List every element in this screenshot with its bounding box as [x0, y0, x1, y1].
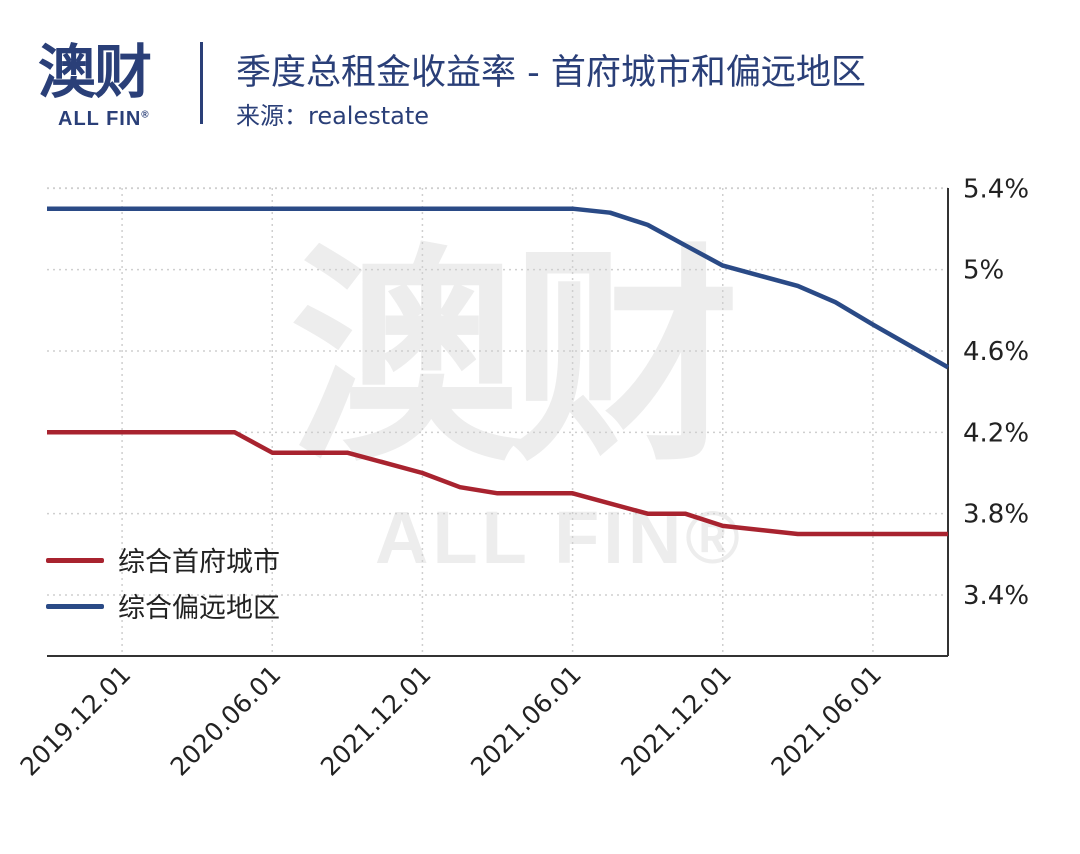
x-tick-label: 2021.06.01 — [765, 660, 887, 782]
legend-item-capital: 综合首府城市 — [46, 540, 346, 586]
legend-swatch-regional — [46, 604, 104, 609]
legend-item-regional: 综合偏远地区 — [46, 586, 346, 632]
legend: 综合首府城市 综合偏远地区 — [46, 540, 346, 632]
x-tick-label: 2020.06.01 — [165, 660, 287, 782]
header-divider — [200, 42, 203, 124]
y-tick-label: 5.4% — [963, 174, 1029, 204]
x-axis-ticks: 2019.12.01 2020.06.01 2021.12.01 2021.06.01… — [15, 660, 888, 782]
y-tick-label: 4.2% — [963, 418, 1029, 448]
series-lines — [47, 206, 950, 537]
x-tick-label: 2021.06.01 — [465, 660, 587, 782]
series-line-1 — [47, 206, 950, 370]
axes — [47, 188, 949, 657]
logo-subtext: ALL FIN® — [58, 108, 150, 131]
series-line-0 — [47, 430, 948, 537]
logo-subtext-label: ALL FIN — [58, 108, 142, 130]
registered-mark: ® — [141, 109, 150, 121]
x-tick-label: 2019.12.01 — [15, 660, 137, 782]
y-tick-label: 5% — [963, 256, 1004, 286]
logo-wordmark: 澳财 — [38, 38, 152, 106]
y-axis-ticks: 3.4% 3.8% 4.2% 4.6% 5% 5.4% — [963, 174, 1029, 611]
legend-label-regional: 综合偏远地区 — [118, 593, 280, 624]
legend-label-capital: 综合首府城市 — [118, 547, 280, 578]
x-tick-label: 2021.12.01 — [315, 660, 437, 782]
legend-swatch-capital — [46, 558, 104, 563]
chart-title: 季度总租金收益率 - 首府城市和偏远地区 — [236, 53, 866, 93]
y-tick-label: 3.4% — [963, 581, 1029, 611]
brand-logo: 澳财 ALL FIN® — [38, 40, 168, 135]
grid — [47, 187, 948, 656]
source-note: 来源：realestate — [236, 102, 430, 130]
y-tick-label: 3.8% — [963, 500, 1029, 530]
y-tick-label: 4.6% — [963, 337, 1029, 367]
x-tick-label: 2021.12.01 — [615, 660, 737, 782]
header: 澳财 ALL FIN® 季度总租金收益率 - 首府城市和偏远地区 来源：real… — [0, 0, 1080, 150]
